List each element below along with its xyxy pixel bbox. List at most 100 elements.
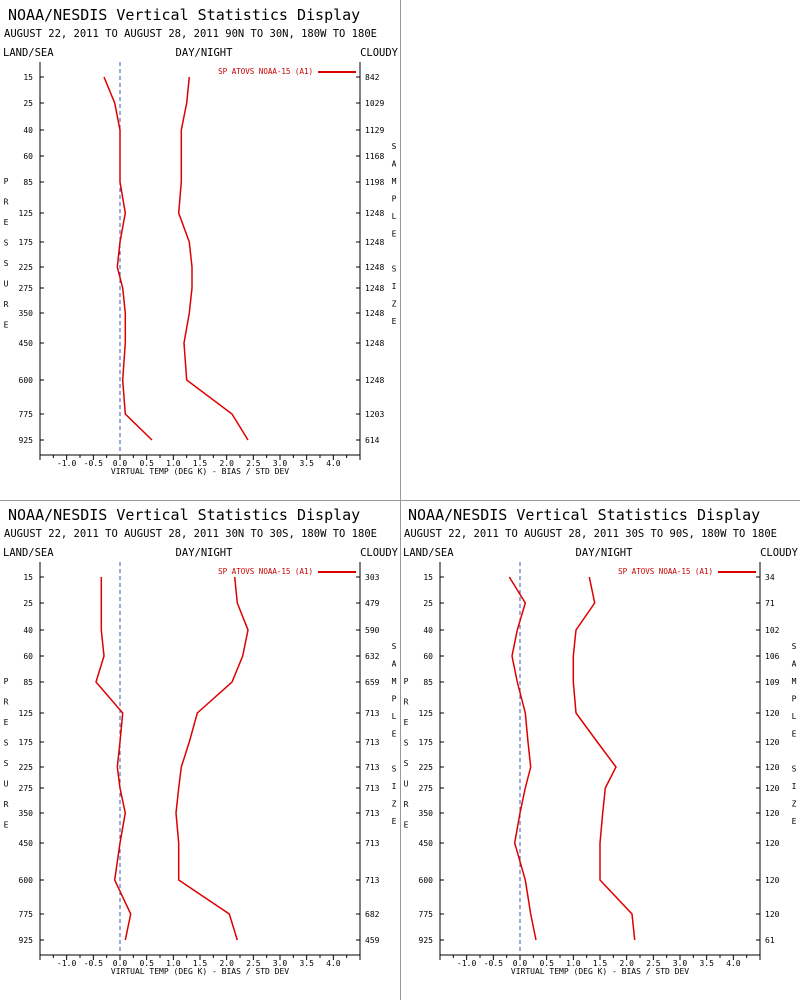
pressure-level-label: 600 (19, 376, 34, 385)
left-vertical-letter: P (404, 677, 409, 686)
sample-size-label: 71 (765, 599, 775, 608)
x-tick-label: 2.5 (246, 959, 261, 968)
pressure-level-label: 60 (23, 652, 33, 661)
left-vertical-letter: E (4, 218, 9, 227)
x-tick-label: 3.5 (699, 959, 714, 968)
right-vertical-letter: E (392, 230, 397, 239)
left-vertical-letter: S (4, 239, 9, 248)
x-tick-label: 0.0 (113, 459, 128, 468)
x-tick-label: -0.5 (84, 459, 103, 468)
sample-size-label: 1248 (365, 209, 384, 218)
panel-title: NOAA/NESDIS Vertical Statistics Display (8, 6, 360, 24)
right-vertical-letter: I (392, 782, 397, 791)
sample-size-label: 1203 (365, 410, 384, 419)
pressure-level-label: 225 (19, 763, 34, 772)
panel-subtitle: AUGUST 22, 2011 TO AUGUST 28, 2011 30N T… (4, 528, 377, 540)
pressure-level-label: 350 (19, 809, 34, 818)
pressure-level-label: 15 (423, 573, 433, 582)
right-vertical-letter: P (392, 695, 397, 704)
corner-right-label: CLOUDY (360, 547, 399, 559)
pressure-level-label: 775 (419, 910, 434, 919)
x-tick-label: 1.0 (166, 459, 181, 468)
left-vertical-letter: S (404, 739, 409, 748)
pressure-level-label: 15 (23, 73, 33, 82)
left-vertical-letter: S (4, 739, 9, 748)
pressure-level-label: 925 (19, 936, 34, 945)
x-tick-label: 0.5 (539, 959, 554, 968)
pressure-level-label: 85 (23, 178, 33, 187)
right-vertical-letter: I (392, 282, 397, 291)
x-tick-label: 0.5 (139, 959, 154, 968)
sample-size-label: 1248 (365, 263, 384, 272)
sample-size-label: 102 (765, 626, 780, 635)
sample-size-label: 120 (765, 839, 780, 848)
right-vertical-letter: E (392, 730, 397, 739)
x-tick-label: 3.5 (299, 959, 314, 968)
sample-size-label: 106 (765, 652, 780, 661)
corner-mid-label: DAY/NIGHT (576, 547, 634, 559)
sample-size-label: 120 (765, 709, 780, 718)
x-tick-label: 1.5 (593, 959, 608, 968)
right-vertical-letter: M (792, 677, 797, 686)
pressure-level-label: 40 (423, 626, 433, 635)
x-tick-label: -1.0 (57, 459, 76, 468)
pressure-level-label: 125 (419, 709, 434, 718)
sample-size-label: 614 (365, 436, 380, 445)
sample-size-label: 590 (365, 626, 380, 635)
right-vertical-letter: M (392, 177, 397, 186)
sample-size-label: 1248 (365, 238, 384, 247)
pressure-level-label: 60 (423, 652, 433, 661)
right-vertical-letter: L (792, 712, 797, 721)
right-vertical-letter: E (792, 817, 797, 826)
left-vertical-letter: R (4, 300, 9, 309)
pressure-level-label: 600 (419, 876, 434, 885)
x-axis-label: VIRTUAL TEMP (DEG K) - BIAS / STD DEV (111, 467, 289, 476)
corner-left-label: LAND/SEA (3, 47, 54, 59)
corner-right-label: CLOUDY (760, 547, 799, 559)
right-vertical-letter: M (392, 677, 397, 686)
pressure-level-label: 125 (19, 209, 34, 218)
left-vertical-letter: R (404, 800, 409, 809)
sample-size-label: 120 (765, 809, 780, 818)
pressure-level-label: 450 (19, 839, 34, 848)
sample-size-label: 632 (365, 652, 380, 661)
x-tick-label: 3.0 (273, 959, 288, 968)
right-vertical-letter: S (792, 642, 797, 651)
right-vertical-letter: E (392, 817, 397, 826)
sample-size-label: 713 (365, 763, 380, 772)
x-axis-label: VIRTUAL TEMP (DEG K) - BIAS / STD DEV (111, 967, 289, 976)
pressure-level-label: 225 (19, 263, 34, 272)
left-vertical-letter: P (4, 677, 9, 686)
corner-mid-label: DAY/NIGHT (176, 47, 234, 59)
left-vertical-letter: S (404, 759, 409, 768)
x-tick-label: 0.0 (513, 959, 528, 968)
sample-size-label: 109 (765, 678, 780, 687)
x-tick-label: -1.0 (57, 959, 76, 968)
x-tick-label: 1.5 (193, 959, 208, 968)
corner-mid-label: DAY/NIGHT (176, 547, 234, 559)
left-vertical-letter: E (404, 718, 409, 727)
right-vertical-letter: L (392, 212, 397, 221)
left-vertical-letter: E (4, 718, 9, 727)
sample-size-label: 713 (365, 876, 380, 885)
x-tick-label: 2.0 (219, 459, 234, 468)
right-vertical-letter: P (792, 695, 797, 704)
pressure-level-label: 925 (419, 936, 434, 945)
horizontal-divider (0, 500, 800, 501)
right-vertical-letter: L (392, 712, 397, 721)
left-vertical-letter: R (404, 698, 409, 707)
sample-size-label: 120 (765, 876, 780, 885)
pressure-level-label: 600 (19, 876, 34, 885)
sample-size-label: 303 (365, 573, 380, 582)
sample-size-label: 842 (365, 73, 380, 82)
x-tick-label: 0.5 (139, 459, 154, 468)
left-vertical-letter: E (4, 321, 9, 330)
pressure-level-label: 85 (423, 678, 433, 687)
corner-right-label: CLOUDY (360, 47, 399, 59)
x-tick-label: 4.0 (726, 959, 741, 968)
sample-size-label: 120 (765, 910, 780, 919)
right-vertical-letter: A (392, 160, 397, 169)
x-tick-label: 2.5 (646, 959, 661, 968)
pressure-level-label: 350 (19, 309, 34, 318)
pressure-level-label: 85 (23, 678, 33, 687)
